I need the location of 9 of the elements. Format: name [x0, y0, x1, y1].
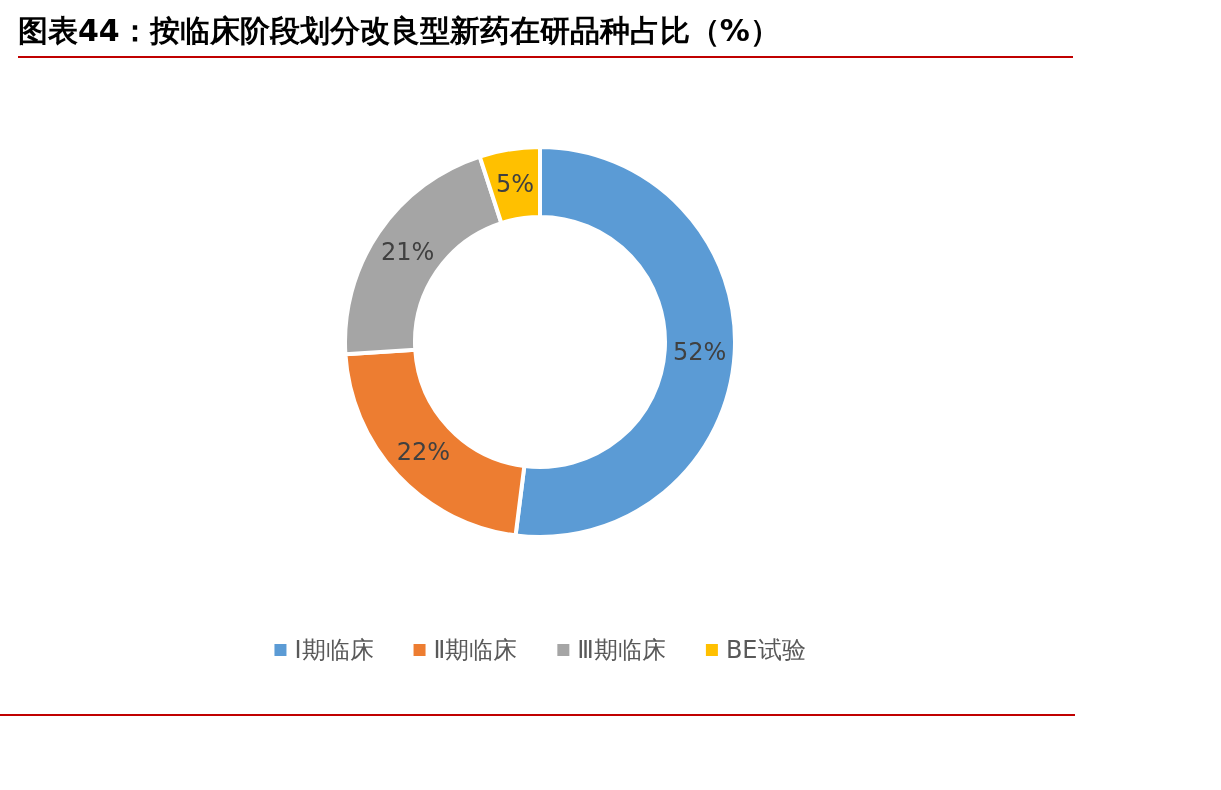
legend-label: Ⅰ期临床	[294, 636, 374, 664]
chart-title: 图表44：按临床阶段划分改良型新药在研品种占比（%）	[18, 8, 1073, 58]
legend-label: Ⅲ期临床	[577, 636, 666, 664]
data-label: 52%	[673, 338, 727, 367]
legend-label: BE试验	[725, 636, 806, 664]
legend-label: Ⅱ期临床	[433, 636, 518, 664]
data-label: 21%	[381, 238, 435, 267]
data-label: 22%	[396, 437, 451, 466]
data-label: 5%	[495, 169, 535, 198]
